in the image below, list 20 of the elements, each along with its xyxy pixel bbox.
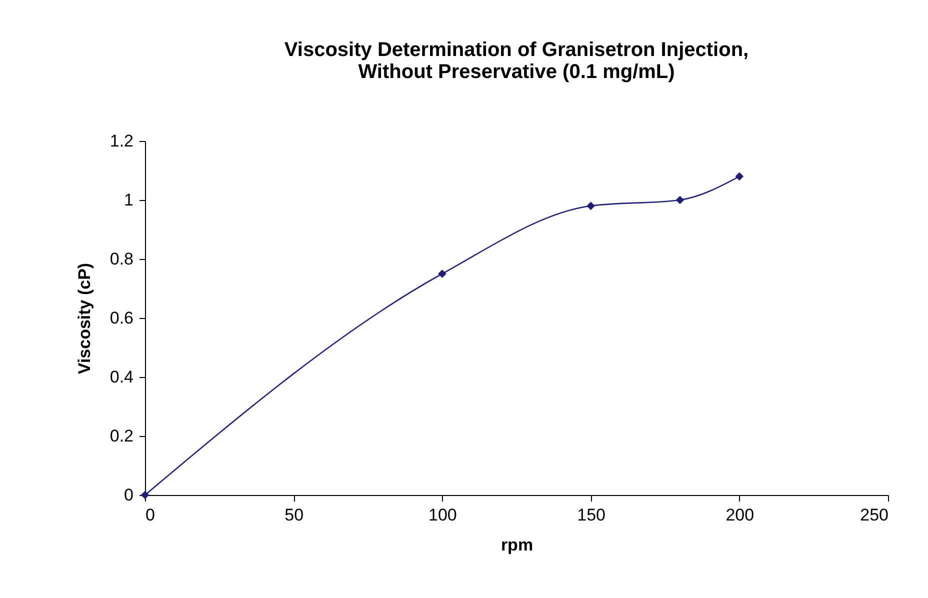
x-tick-label: 150 bbox=[577, 506, 606, 524]
x-tick-label: 250 bbox=[860, 506, 888, 524]
y-tick-label: 1.2 bbox=[110, 132, 134, 150]
point bbox=[676, 196, 684, 204]
chart-title: Viscosity Determination of Granisetron Injection, Without Preservative (0.1 mg/mL) bbox=[284, 39, 749, 83]
y-tick-label: 0 bbox=[124, 486, 134, 504]
x-tick-label: 0 bbox=[146, 506, 155, 524]
y-tick-label: 0.4 bbox=[110, 368, 134, 386]
point bbox=[438, 270, 446, 278]
point bbox=[735, 172, 744, 181]
y-axis-title: Viscosity (cP) bbox=[74, 262, 94, 374]
x-axis-title: rpm bbox=[500, 536, 534, 554]
y-tick-label: 0.6 bbox=[110, 308, 134, 328]
point bbox=[586, 202, 595, 210]
y-tick-label: 0.2 bbox=[110, 426, 134, 446]
y-tick-label: 1 bbox=[124, 190, 134, 210]
x-tick-label: 200 bbox=[726, 506, 754, 524]
x-tick-label: 100 bbox=[428, 506, 457, 524]
x-tick-label: 50 bbox=[284, 506, 304, 524]
y-tick-label: 0.8 bbox=[110, 250, 134, 268]
